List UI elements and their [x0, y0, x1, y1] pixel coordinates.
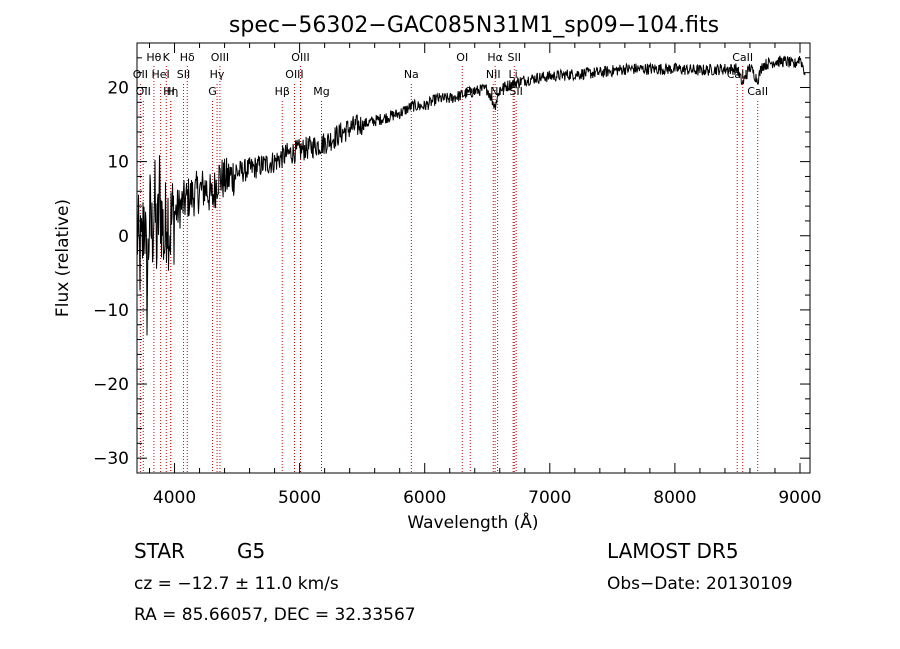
object-subclass: G5: [237, 539, 265, 563]
spectral-line-label: SII: [177, 68, 190, 81]
x-tick-label: 8000: [653, 488, 696, 508]
spectral-line-label: OIII: [285, 68, 303, 81]
y-tick-label: 20: [107, 78, 129, 98]
spectral-line-label: Li: [509, 68, 518, 81]
plot-frame: [136, 42, 811, 474]
x-axis-label: Wavelength (Å): [407, 511, 538, 533]
spectral-line-label: Hβ: [275, 85, 290, 98]
spectral-line-label: Na: [404, 68, 419, 81]
spectral-line-label: OIII: [291, 51, 309, 64]
x-tick-label: 9000: [778, 488, 821, 508]
spectral-line-label: Mg: [313, 85, 329, 98]
spectral-line-label: HeI: [151, 68, 169, 81]
x-axis-ticks: 4000 5000 6000 7000 8000 9000: [149, 43, 822, 508]
spectral-line-markers: [139, 66, 759, 473]
spectral-line-label: SII: [508, 51, 521, 64]
spectral-line-label: CaII: [727, 68, 748, 81]
object-class: STAR: [134, 539, 185, 563]
x-tick-label: 6000: [403, 488, 446, 508]
spectral-line-label: CaII: [732, 51, 753, 64]
chart-title: spec−56302−GAC085N31M1_sp09−104.fits: [229, 13, 719, 38]
y-axis-label: Flux (relative): [53, 199, 73, 317]
spectral-line-label: OII: [133, 68, 148, 81]
y-tick-label: −20: [93, 375, 129, 395]
observation-date: Obs−Date: 20130109: [607, 574, 793, 594]
spectral-line-label: NII: [490, 85, 505, 98]
spectral-line-label: G: [208, 85, 217, 98]
y-tick-label: −10: [93, 301, 129, 321]
spectral-line-label: OI: [456, 51, 468, 64]
x-tick-label: 5000: [278, 488, 321, 508]
spectral-line-label: OIII: [211, 51, 229, 64]
spectral-line-label: NII: [486, 68, 501, 81]
x-tick-label: 7000: [528, 488, 571, 508]
spectrum-line: [136, 55, 806, 336]
spectral-line-label: Hδ: [180, 51, 195, 64]
redshift-velocity: cz = −12.7 ± 11.0 km/s: [134, 574, 339, 594]
x-tick-label: 4000: [153, 488, 196, 508]
spectral-line-label: K: [163, 51, 171, 64]
spectral-line-labels: OII OII Hθ HeI K HHη SII Hδ G Hγ OIII Hβ OIII OIII Mg N…: [133, 51, 768, 98]
spectral-line-label: CaII: [747, 85, 768, 98]
y-tick-label: 0: [118, 227, 129, 247]
coordinates: RA = 85.66057, DEC = 32.33567: [134, 605, 416, 625]
spectral-line-label: OII: [136, 85, 151, 98]
spectral-line-label: Hα: [487, 51, 503, 64]
y-tick-label: −30: [93, 449, 129, 469]
spectral-line-label: Hθ: [146, 51, 161, 64]
spectral-line-label: H: [167, 85, 175, 98]
y-axis-ticks: −30 −20 −10 0 10 20: [93, 57, 810, 469]
y-tick-label: 10: [107, 153, 129, 173]
survey-name: LAMOST DR5: [607, 539, 739, 563]
spectral-line-label: Hγ: [210, 68, 225, 81]
spectral-line-label: Hη: [163, 85, 178, 98]
